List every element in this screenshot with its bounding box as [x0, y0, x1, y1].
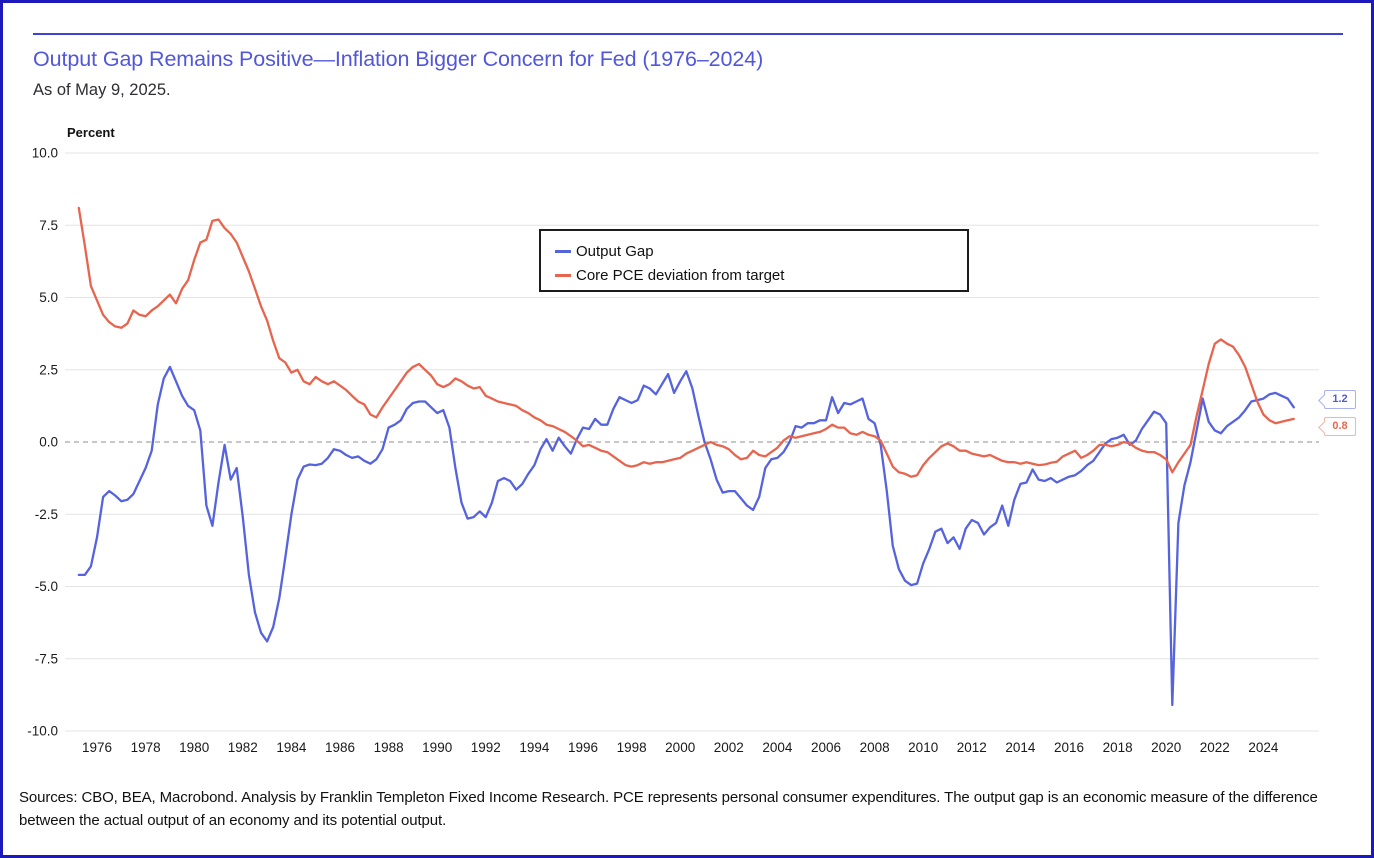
svg-text:2.5: 2.5 [39, 362, 58, 377]
svg-text:1988: 1988 [374, 740, 404, 755]
legend-label-output-gap: Output Gap [576, 242, 654, 260]
svg-text:2010: 2010 [908, 740, 938, 755]
y-axis-unit-label: Percent [67, 125, 115, 140]
svg-text:2018: 2018 [1103, 740, 1133, 755]
svg-text:10.0: 10.0 [32, 146, 58, 161]
end-value-callout-output-gap: 1.2 [1324, 390, 1356, 409]
svg-text:1994: 1994 [519, 740, 550, 755]
svg-text:2006: 2006 [811, 740, 841, 755]
svg-text:-10.0: -10.0 [27, 724, 58, 739]
svg-text:-7.5: -7.5 [35, 651, 58, 666]
svg-text:1976: 1976 [82, 740, 112, 755]
svg-text:2008: 2008 [860, 740, 890, 755]
svg-text:2020: 2020 [1151, 740, 1181, 755]
legend-label-core-pce: Core PCE deviation from target [576, 266, 785, 284]
svg-text:1984: 1984 [276, 740, 307, 755]
svg-text:1992: 1992 [471, 740, 501, 755]
line-chart-plot-area: 10.0 7.5 5.0 2.5 0.0 -2.5 -5.0 -7.5 -10.0 1976 197… [27, 146, 1319, 755]
chart-title: Output Gap Remains Positive—Inflation Bi… [33, 47, 764, 71]
source-note: Sources: CBO, BEA, Macrobond. Analysis b… [19, 789, 1318, 830]
legend-item-output-gap: Output Gap [555, 239, 967, 263]
output-gap-line-swatch [555, 249, 571, 253]
svg-text:2000: 2000 [665, 740, 695, 755]
svg-text:-5.0: -5.0 [35, 579, 58, 594]
svg-text:1980: 1980 [179, 740, 209, 755]
svg-text:2022: 2022 [1200, 740, 1230, 755]
svg-text:1996: 1996 [568, 740, 598, 755]
svg-text:-2.5: -2.5 [35, 507, 58, 522]
chart-subtitle: As of May 9, 2025. [33, 81, 171, 99]
svg-text:1982: 1982 [228, 740, 258, 755]
svg-text:1998: 1998 [617, 740, 647, 755]
end-value-callout-core-pce: 0.8 [1324, 417, 1356, 436]
svg-text:2024: 2024 [1248, 740, 1279, 755]
legend-item-core-pce: Core PCE deviation from target [555, 263, 967, 287]
svg-text:0.0: 0.0 [39, 435, 58, 450]
svg-text:5.0: 5.0 [39, 290, 58, 305]
svg-text:2014: 2014 [1005, 740, 1036, 755]
chart-legend: Output Gap Core PCE deviation from targe… [539, 229, 969, 292]
svg-text:1978: 1978 [131, 740, 161, 755]
svg-text:2016: 2016 [1054, 740, 1084, 755]
svg-text:7.5: 7.5 [39, 218, 58, 233]
svg-text:1990: 1990 [422, 740, 452, 755]
svg-text:1986: 1986 [325, 740, 355, 755]
svg-text:2002: 2002 [714, 740, 744, 755]
svg-text:2012: 2012 [957, 740, 987, 755]
core-pce-line-swatch [555, 273, 571, 277]
top-divider-rule [33, 33, 1343, 35]
svg-text:2004: 2004 [762, 740, 793, 755]
